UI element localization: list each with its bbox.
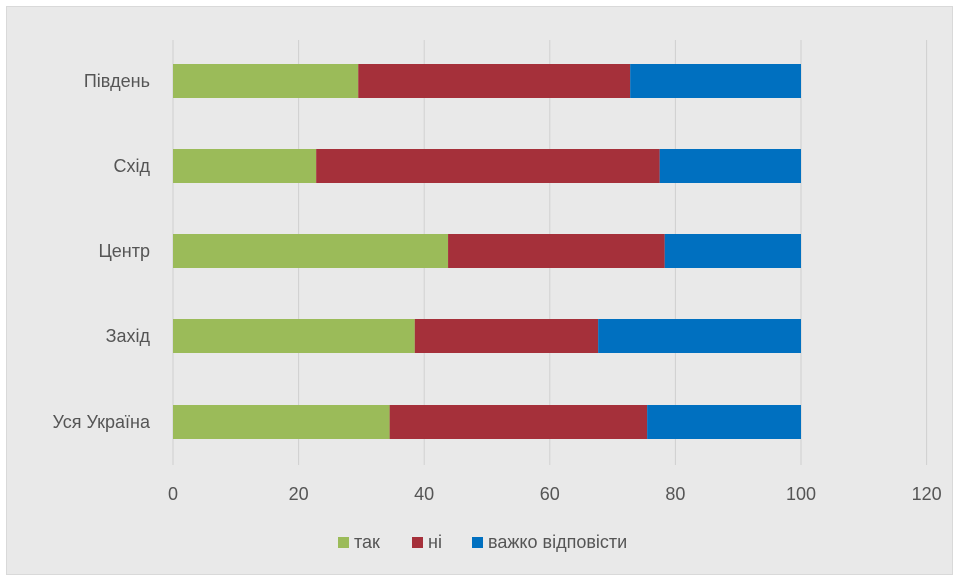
x-tick-label-20: 20 bbox=[289, 484, 309, 504]
bar-3-3 bbox=[664, 234, 801, 268]
bar-3-4 bbox=[659, 149, 801, 183]
legend-swatch-3 bbox=[472, 537, 483, 548]
category-label: Центр bbox=[98, 241, 150, 261]
bar-1-4 bbox=[173, 149, 317, 183]
bar-2-4 bbox=[316, 149, 660, 183]
bar-2-1 bbox=[389, 405, 648, 439]
legend: так ні важко відповісти bbox=[338, 532, 627, 552]
category-label: Південь bbox=[84, 71, 150, 91]
category-label: Уся Україна bbox=[53, 412, 151, 432]
bar-1-5 bbox=[173, 64, 359, 98]
bar-3-1 bbox=[647, 405, 801, 439]
x-tick-label-40: 40 bbox=[414, 484, 434, 504]
bar-1-3 bbox=[173, 234, 449, 268]
category-labels: Уся Україна Захід Центр Схід Південь bbox=[53, 71, 151, 432]
x-tick-label-80: 80 bbox=[665, 484, 685, 504]
legend-label-1: так bbox=[354, 532, 380, 552]
bar-3-5 bbox=[630, 64, 801, 98]
bar-1-1 bbox=[173, 405, 390, 439]
bar-2-5 bbox=[358, 64, 631, 98]
legend-swatch-1 bbox=[338, 537, 349, 548]
x-tick-label-0: 0 bbox=[168, 484, 178, 504]
x-tick-label-100: 100 bbox=[786, 484, 816, 504]
category-label: Схід bbox=[113, 156, 150, 176]
chart-area bbox=[6, 6, 953, 575]
bar-2-2 bbox=[414, 319, 599, 353]
bar-1-2 bbox=[173, 319, 415, 353]
legend-label-2: ні bbox=[428, 532, 442, 552]
x-tick-label-120: 120 bbox=[912, 484, 942, 504]
bar-3-2 bbox=[598, 319, 801, 353]
legend-label-3: важко відповісти bbox=[488, 532, 627, 552]
bar-2-3 bbox=[448, 234, 665, 268]
x-tick-labels: 0 20 40 60 80 100 120 bbox=[168, 484, 942, 504]
legend-swatch-2 bbox=[412, 537, 423, 548]
bars bbox=[173, 64, 801, 439]
x-tick-label-60: 60 bbox=[540, 484, 560, 504]
category-label: Захід bbox=[106, 326, 151, 346]
